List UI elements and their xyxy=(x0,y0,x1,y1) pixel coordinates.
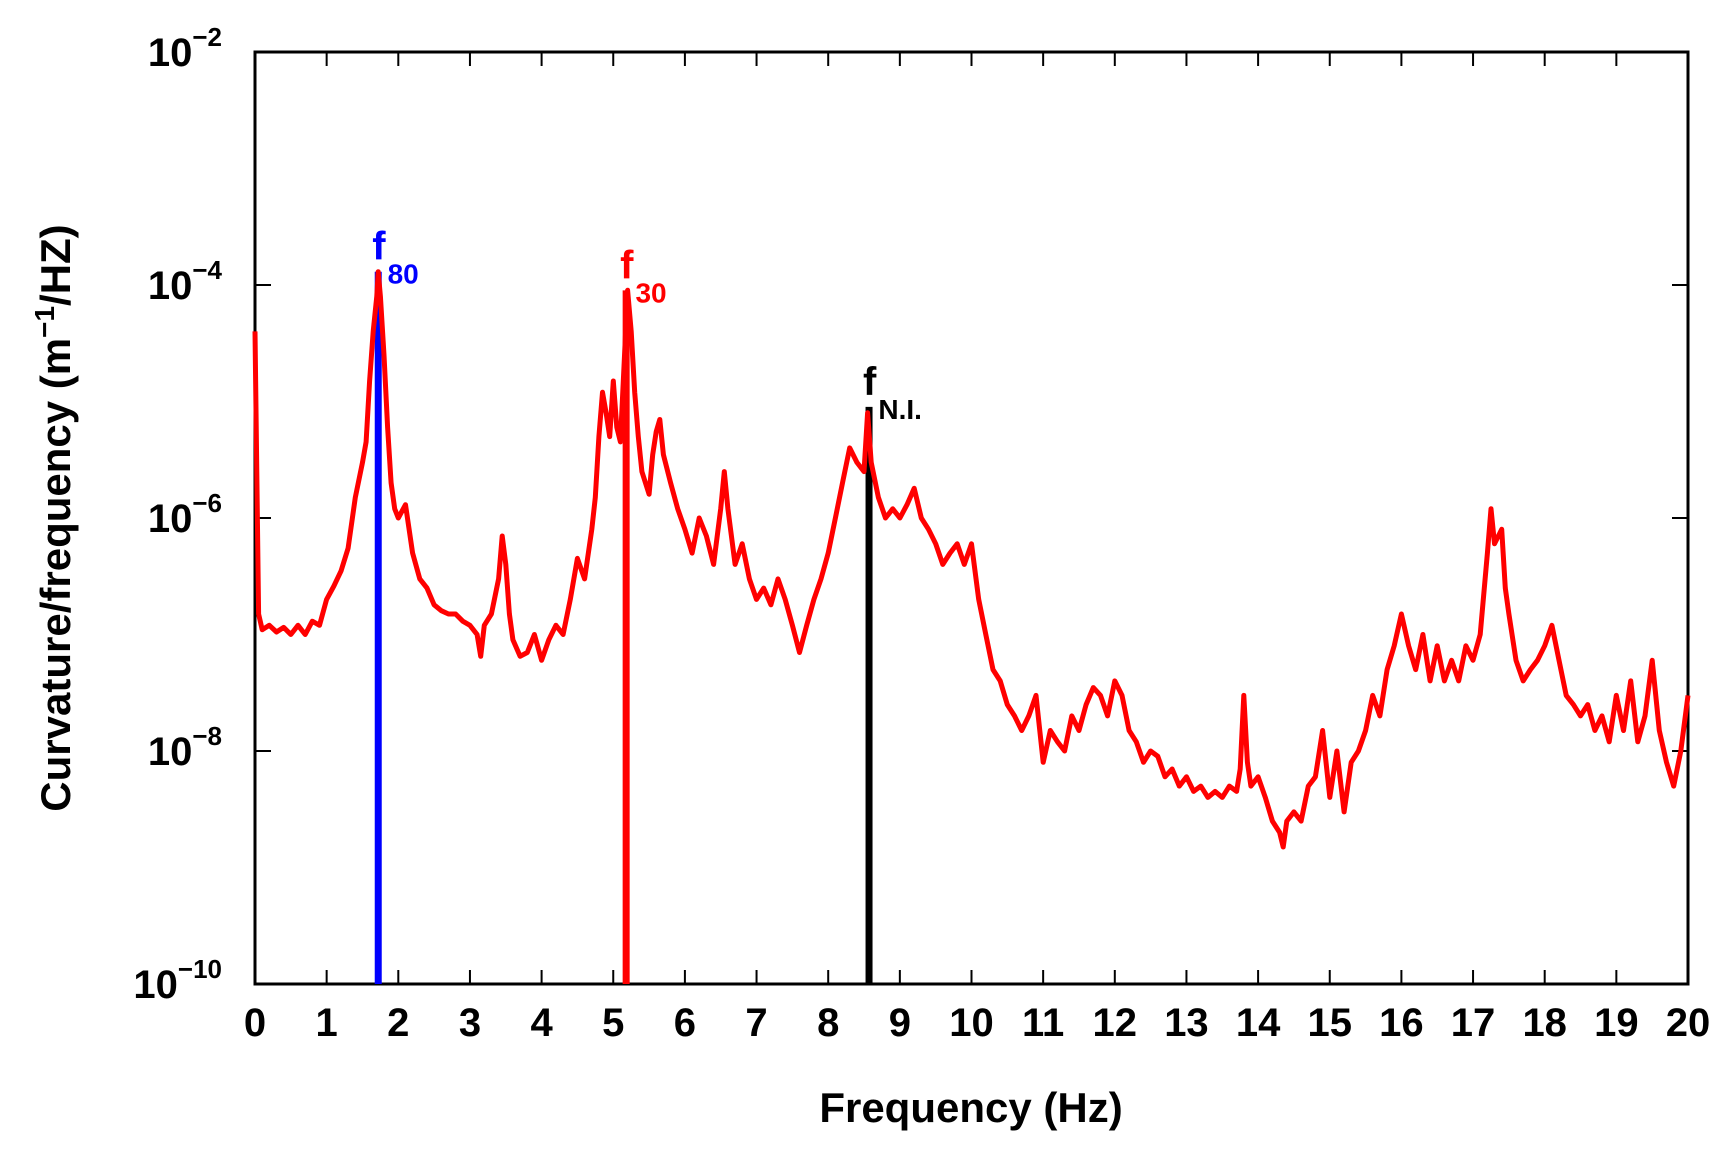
y-tick-label: 10−4 xyxy=(148,255,223,308)
y-tick-base: 10 xyxy=(133,963,178,1007)
x-tick-label: 3 xyxy=(459,1001,481,1045)
series-line xyxy=(252,269,1691,850)
x-tick-label: 20 xyxy=(1666,1001,1711,1045)
peak-annotation-main: f xyxy=(863,360,877,404)
x-tick-label: 15 xyxy=(1308,1001,1353,1045)
x-tick-label: 9 xyxy=(889,1001,911,1045)
x-tick-label: 10 xyxy=(949,1001,994,1045)
x-tick-label: 14 xyxy=(1236,1001,1281,1045)
y-tick-exp: −10 xyxy=(178,954,222,984)
series xyxy=(252,269,1691,850)
x-tick-label: 11 xyxy=(1022,1001,1064,1045)
y-tick-base: 10 xyxy=(148,730,193,774)
y-tick-base: 10 xyxy=(148,264,193,308)
y-axis-title: Curvature/frequency (m−1/HZ) xyxy=(29,224,79,811)
stems xyxy=(374,271,873,984)
x-tick-label: 7 xyxy=(745,1001,767,1045)
x-tick-label: 2 xyxy=(387,1001,409,1045)
x-axis-title: Frequency (Hz) xyxy=(819,1084,1122,1131)
peak-annotation-main: f xyxy=(372,225,386,269)
y-tick-base: 10 xyxy=(148,31,193,75)
x-tick-label: 12 xyxy=(1093,1001,1138,1045)
x-ticks: 0 1 2 3 4 5 6 7 8 9 10 11 12 13 14 15 16 17 18 19 20 xyxy=(244,52,1710,1045)
y-tick-label: 10−10 xyxy=(133,954,222,1007)
x-tick-label: 4 xyxy=(530,1001,553,1045)
y-tick-label: 10−8 xyxy=(148,721,222,774)
x-tick-label: 6 xyxy=(674,1001,696,1045)
y-tick-label: 10−2 xyxy=(148,22,222,75)
peak-annotation-main: f xyxy=(620,243,634,287)
x-tick-label: 0 xyxy=(244,1001,266,1045)
x-tick-label: 16 xyxy=(1379,1001,1424,1045)
y-axis-title-sup: −1 xyxy=(29,306,60,338)
plot-frame xyxy=(253,50,1690,986)
peak-annotation: f80 xyxy=(372,225,418,290)
peak-annotation-sub: 80 xyxy=(388,259,419,290)
x-tick-label: 18 xyxy=(1522,1001,1567,1045)
x-tick-label: 1 xyxy=(316,1001,338,1045)
peak-annotation: f30 xyxy=(620,243,666,308)
y-tick-exp: −4 xyxy=(192,255,222,285)
peak-annotation-sub: N.I. xyxy=(878,394,922,425)
peak-annotation: fN.I. xyxy=(863,360,922,425)
x-tick-label: 8 xyxy=(817,1001,839,1045)
y-axis-title-tail: /HZ) xyxy=(32,224,79,306)
y-tick-exp: −6 xyxy=(192,488,222,518)
y-tick-label: 10−6 xyxy=(148,488,222,541)
peak-annotation-sub: 30 xyxy=(635,277,666,308)
x-tick-label: 5 xyxy=(602,1001,624,1045)
y-tick-base: 10 xyxy=(148,497,193,541)
x-tick-label: 19 xyxy=(1594,1001,1639,1045)
x-tick-label: 13 xyxy=(1164,1001,1209,1045)
y-tick-exp: −2 xyxy=(192,22,222,52)
y-tick-exp: −8 xyxy=(192,721,222,751)
x-tick-label: 17 xyxy=(1451,1001,1496,1045)
y-axis-title-main: Curvature/frequency (m xyxy=(32,338,79,812)
